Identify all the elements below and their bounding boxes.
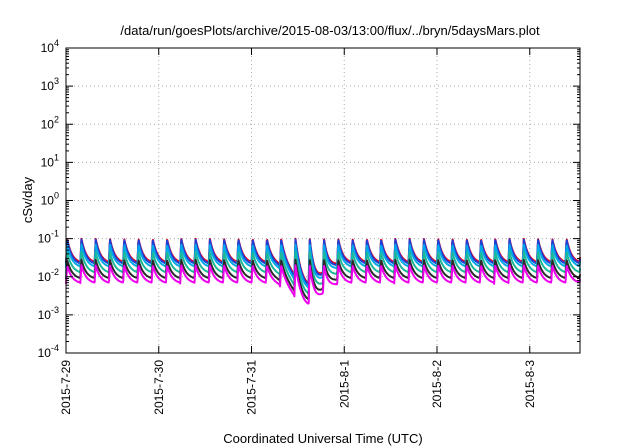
y-tick-label: 10-1	[38, 229, 59, 246]
y-tick-label: 10-4	[38, 343, 59, 360]
series-line-6	[65, 264, 581, 305]
x-tick-label: 2015-7-30	[152, 360, 166, 415]
x-tick-label: 2015-8-2	[430, 360, 444, 408]
y-tick-label: 103	[41, 76, 59, 93]
y-axis-label: cSv/day	[20, 176, 35, 223]
x-axis: 2015-7-29 2015-7-30 2015-7-31 2015-8-1 2015-…	[59, 48, 537, 415]
series-layer	[65, 237, 581, 305]
x-tick-label: 2015-7-29	[59, 360, 73, 415]
x-tick-label: 2015-8-3	[523, 360, 537, 408]
x-tick-label: 2015-7-31	[245, 360, 259, 415]
y-tick-label: 102	[41, 114, 59, 131]
y-tick-label: 10-3	[38, 305, 59, 322]
x-axis-label: Coordinated Universal Time (UTC)	[223, 431, 422, 446]
x-tick-label: 2015-8-1	[337, 360, 351, 408]
y-tick-label: 104	[41, 38, 59, 55]
y-tick-label: 101	[41, 152, 59, 169]
chart-title: /data/run/goesPlots/archive/2015-08-03/1…	[120, 23, 540, 38]
grid-lines	[66, 48, 580, 353]
y-axis: 10-4 10-3 10-2 10-1 100 101 102 103 104	[38, 38, 580, 360]
y-tick-label: 10-2	[38, 267, 59, 284]
y-tick-label: 100	[41, 191, 59, 208]
